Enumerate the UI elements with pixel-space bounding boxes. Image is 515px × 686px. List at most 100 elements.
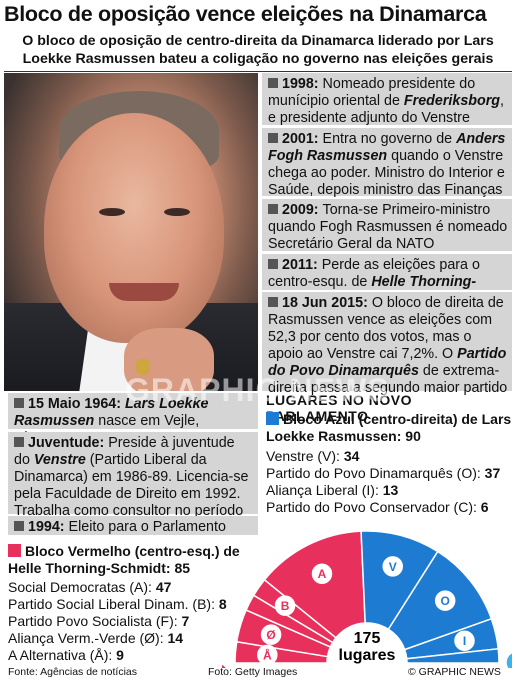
- portrait-photo: [4, 73, 258, 391]
- party-seats: 34: [343, 448, 360, 464]
- header-divider: [4, 71, 512, 72]
- party-A-badge: [311, 563, 333, 584]
- party-row: Partido do Povo Conservador (C): 6: [266, 499, 512, 516]
- timeline-entry: 1998: Nomeado presidente do munícipio or…: [262, 73, 512, 126]
- party-row: Venstre (V): 34: [266, 448, 512, 465]
- party-I-badge: [454, 630, 475, 651]
- party-O-slash-badge: [260, 624, 282, 645]
- party-AA-label: Å: [263, 647, 272, 662]
- timeline-entry: 18 Jun 2015: O bloco de direita de Rasmu…: [262, 292, 512, 396]
- party-O-slash-label: Ø: [266, 628, 275, 642]
- party-name: A Alternativa (Å):: [8, 647, 117, 663]
- timeline-text: , e presidente adjunto do Venstre: [268, 93, 505, 126]
- party-V-badge: [382, 556, 403, 577]
- parliament-section-title: LUGARES NO NOVO PARLAMENTO: [266, 392, 412, 424]
- party-seats: 6: [480, 499, 489, 515]
- party-F-badge: [222, 664, 226, 668]
- timeline-date: 15 Maio 1964:: [28, 396, 125, 412]
- timeline-emphasis: Venstre: [33, 452, 86, 468]
- total-seats-label: lugares: [339, 647, 396, 664]
- timeline-emphasis: Frederiksborg: [403, 93, 501, 109]
- party-row: Aliança Verm.-Verde (Ø): 14: [8, 630, 258, 647]
- party-name: Venstre (V):: [266, 448, 344, 464]
- photo-credit: Foto: Getty Images: [208, 666, 298, 678]
- blue-bloc-heading-text: Bloco Azul (centro-direita) de Lars Loek…: [266, 411, 512, 444]
- party-row: Partido Povo Socialista (F): 7: [8, 613, 258, 630]
- timeline-text: O bloco de direita de Rasmussen vence as…: [268, 295, 504, 362]
- blue-bloc-heading: Bloco Azul (centro-direita) de Lars Loek…: [266, 411, 512, 445]
- timeline-emphasis: Partido do Povo Dinamarquês: [268, 346, 507, 379]
- total-seats: 175: [354, 630, 381, 647]
- timeline-entry: Juventude: Preside à juventude do Venstr…: [8, 432, 258, 536]
- party-row: A Alternativa (Å): 9: [8, 647, 258, 664]
- party-V-label: V: [389, 560, 397, 574]
- timeline-entry: 2011: Perde as eleições para o centro-es…: [262, 254, 512, 307]
- parliament-hemicycle: ABØÅFVOIC175lugares: [222, 530, 512, 668]
- party-AA-badge: [257, 644, 278, 666]
- party-seats: 8: [218, 596, 227, 612]
- timeline-text: Eleito para o Parlamento: [68, 519, 226, 535]
- party-name: Partido do Povo Dinamarquês (O):: [266, 465, 485, 481]
- party-row: Partido do Povo Dinamarquês (O): 37: [266, 465, 512, 482]
- bullet-square-icon: [14, 398, 24, 408]
- timeline-text: quando o Venstre chega ao poder. Ministr…: [268, 148, 505, 198]
- timeline-date: Juventude:: [28, 435, 109, 451]
- party-row: Aliança Liberal (I): 13: [266, 482, 512, 499]
- party-name: Partido Social Liberal Dinam. (B):: [8, 596, 219, 612]
- red-bloc-heading: Bloco Vermelho (centro-esq.) de Helle Th…: [8, 543, 258, 577]
- party-B-label: B: [281, 599, 290, 613]
- timeline-entry: 2001: Entra no governo de Anders Fogh Ra…: [262, 128, 512, 198]
- party-C-badge: [506, 653, 512, 668]
- red-bloc-results: Bloco Vermelho (centro-esq.) de Helle Th…: [8, 543, 258, 664]
- bullet-square-icon: [268, 297, 278, 307]
- party-row: Social Democratas (A): 47: [8, 579, 258, 596]
- timeline-text: Torna-se Primeiro-ministro quando Fogh R…: [268, 202, 508, 252]
- blue-wedge-C: [405, 647, 500, 664]
- timeline-text: (Partido Liberal da Dinamarca) em 1986-8…: [14, 452, 249, 536]
- party-O-badge: [434, 590, 456, 611]
- blue-bloc-results: Bloco Azul (centro-direita) de Lars Loek…: [266, 411, 512, 516]
- party-name: Partido do Povo Conservador (C):: [266, 499, 481, 515]
- bullet-square-icon: [14, 437, 24, 447]
- bullet-square-icon: [268, 259, 278, 269]
- red-bloc-heading-text: Bloco Vermelho (centro-esq.) de Helle Th…: [8, 543, 240, 576]
- party-seats: 37: [484, 465, 501, 481]
- party-B-badge: [274, 595, 296, 616]
- bullet-square-icon: [14, 521, 24, 531]
- party-seats: 14: [167, 630, 184, 646]
- timeline-entry: 1994: Eleito para o Parlamento: [8, 516, 258, 535]
- red-wedge-A: [263, 530, 366, 639]
- timeline-date: 1994:: [28, 519, 69, 535]
- party-A-label: A: [318, 567, 327, 581]
- bullet-square-icon: [268, 204, 278, 214]
- blue-square-icon: [266, 412, 279, 425]
- timeline-text: Nomeado presidente do munícipio oriental…: [268, 76, 476, 109]
- source-credit: Fonte: Agências de notícias: [8, 666, 137, 678]
- page-title: Bloco de oposição vence eleições na Dina…: [4, 2, 487, 26]
- watermark: GRAPHIC NEWS: [125, 372, 390, 408]
- timeline-text: Preside à juventude do: [14, 435, 235, 468]
- party-name: Partido Povo Socialista (F):: [8, 613, 182, 629]
- timeline-emphasis: Anders Fogh Rasmussen: [268, 131, 506, 164]
- timeline-text: Perde as eleições para o centro-esqu. de: [268, 257, 480, 290]
- copyright-credit: © GRAPHIC NEWS: [408, 666, 501, 678]
- party-seats: 13: [382, 482, 399, 498]
- timeline-date: 18 Jun 2015:: [282, 295, 372, 311]
- timeline-text: Entra no governo de: [322, 131, 457, 147]
- party-seats: 7: [181, 613, 190, 629]
- party-O-label: O: [441, 594, 450, 608]
- party-I-label: I: [463, 634, 466, 648]
- party-seats: 9: [116, 647, 124, 663]
- timeline-entry: 2009: Torna-se Primeiro-ministro quando …: [262, 199, 512, 252]
- timeline-date: 1998:: [282, 76, 323, 92]
- timeline-text: de extrema-direita passa a segundo maior…: [268, 363, 508, 396]
- party-name: Social Democratas (A):: [8, 579, 156, 595]
- page-subtitle: O bloco de oposição de centro-direita da…: [22, 33, 494, 67]
- bullet-square-icon: [268, 78, 278, 88]
- red-square-icon: [8, 544, 21, 557]
- party-name: Aliança Liberal (I):: [266, 482, 383, 498]
- timeline-emphasis: Lars Loekke Rasmussen: [14, 396, 209, 429]
- party-row: Partido Social Liberal Dinam. (B): 8: [8, 596, 258, 613]
- timeline-date: 2011:: [282, 257, 322, 273]
- timeline-entry: 15 Maio 1964: Lars Loekke Rasmussen nasc…: [8, 393, 258, 446]
